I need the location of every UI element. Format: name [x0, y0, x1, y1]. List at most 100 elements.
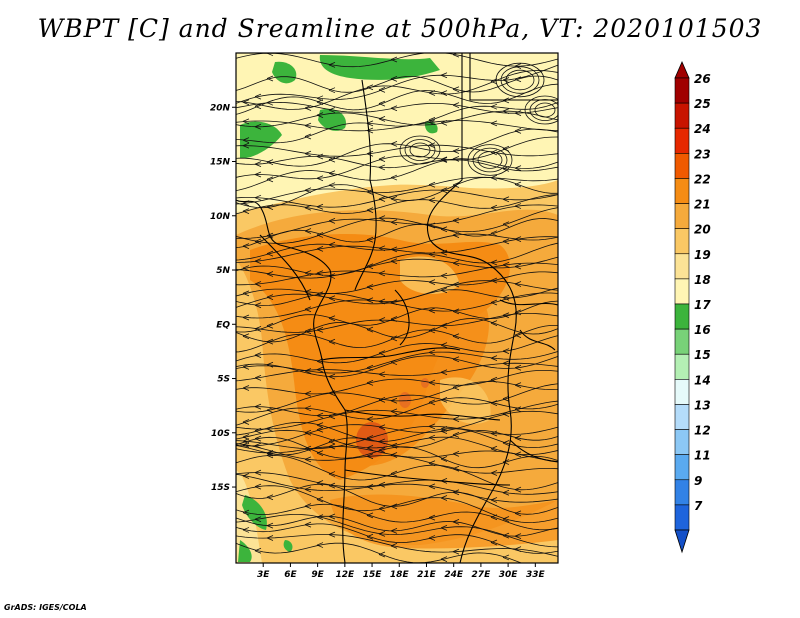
streamline-arrow [378, 245, 386, 252]
lon-tick-label: 27E [472, 570, 492, 580]
wbpt-hotspot [421, 378, 429, 388]
streamline [236, 454, 558, 491]
streamline-arrow [304, 122, 312, 129]
lon-tick-label: 30E [499, 570, 519, 580]
streamline-arrow [328, 156, 336, 163]
streamline-arrow [490, 103, 498, 110]
streamline-arrow [316, 412, 324, 419]
streamline-arrow [390, 219, 398, 226]
streamline-arrow [440, 342, 448, 348]
streamline-arrow [490, 470, 498, 476]
streamline-arrow [428, 119, 436, 126]
streamline [236, 397, 558, 426]
streamline-arrow [304, 486, 312, 493]
lat-tick-label: EQ [216, 320, 230, 330]
lon-tick-label: 3E [257, 570, 270, 580]
streamline-arrow [490, 320, 498, 326]
streamline-arrow [390, 105, 398, 112]
streamline-arrow [328, 513, 336, 520]
streamline [236, 102, 558, 144]
streamline-arrow [490, 355, 498, 362]
streamline [236, 473, 558, 503]
streamline-arrow [428, 222, 436, 229]
streamline [236, 242, 558, 276]
streamline-arrow [242, 434, 250, 440]
streamline-arrow [378, 116, 386, 122]
streamline-arrow [304, 456, 312, 463]
streamline-arrow [242, 208, 250, 214]
streamline-arrow [514, 382, 522, 389]
streamline-arrow [502, 238, 510, 245]
streamline-arrow [328, 182, 336, 189]
streamline-arrow [502, 489, 510, 496]
lat-tick-label: 15N [210, 158, 231, 168]
streamline-arrow [440, 287, 448, 294]
lat-tick-label: 10S [211, 429, 230, 439]
streamline [236, 443, 558, 474]
streamline-arrow [316, 245, 324, 252]
streamline-arrow [316, 112, 324, 118]
lon-tick-label: 6E [284, 570, 297, 580]
streamline-arrow [254, 469, 262, 476]
streamline-arrow [378, 196, 386, 202]
streamline-arrow [390, 335, 398, 342]
latitude-axis: 20N 15N 10N 5N EQ 5S 10S 15S [210, 103, 236, 493]
lat-tick-label: 5S [217, 375, 230, 385]
streamline [236, 313, 558, 333]
colorbar-label: 18 [694, 273, 711, 287]
colorbar-swatch [674, 479, 690, 506]
wbpt-green-patch [272, 61, 297, 84]
streamline-arrow [378, 350, 386, 356]
streamline-arrow [366, 236, 374, 243]
streamline-arrow [428, 181, 436, 188]
streamline-arrow [254, 171, 262, 178]
streamline [236, 189, 558, 208]
streamline-arrow [440, 187, 448, 194]
streamline-arrow [242, 509, 250, 516]
streamline-arrow [254, 103, 262, 110]
colorbar-swatch [674, 77, 690, 104]
colorbar-label: 24 [694, 122, 711, 136]
streamline [236, 436, 558, 469]
streamline-arrow [514, 406, 522, 413]
streamline-arrow [366, 84, 374, 91]
streamline-arrow [490, 497, 498, 503]
streamline-arrow [452, 489, 460, 496]
streamline-arrow [452, 148, 460, 154]
streamline-arrow [452, 548, 460, 555]
streamline-arrow [378, 551, 386, 558]
streamline-arrow [316, 450, 324, 456]
streamline-arrow [502, 348, 510, 354]
streamline-arrow [254, 403, 262, 410]
streamline-arrow [428, 379, 436, 386]
lon-tick-label: 33E [526, 570, 546, 580]
wbpt-band-18-19-north [236, 53, 558, 212]
colorbar-swatch [674, 127, 690, 154]
streamline-arrow [304, 503, 312, 509]
lat-tick-label: 15S [211, 483, 230, 493]
wbpt-lobe [440, 377, 491, 424]
streamline-arrow [316, 366, 324, 373]
streamline-arrow [390, 397, 398, 404]
streamline-arrow [378, 371, 386, 378]
streamline-arrow [316, 426, 324, 433]
streamline-arrow [254, 547, 262, 554]
colorbar-top-arrow [674, 61, 690, 79]
streamline-arrow [502, 221, 510, 228]
streamline-arrow [366, 380, 374, 386]
streamline-arrow [452, 465, 460, 472]
streamline [236, 318, 558, 343]
streamline-arrow [390, 408, 398, 415]
streamline [236, 262, 558, 286]
streamline-arrow [378, 396, 386, 403]
streamline-arrow [366, 416, 374, 422]
streamline-arrow [440, 272, 448, 279]
colorbar-swatch [674, 404, 690, 430]
streamline-arrow [490, 514, 498, 521]
streamline [236, 514, 558, 548]
streamline-arrow [378, 317, 386, 323]
streamline-arrow [514, 332, 522, 339]
streamline [236, 362, 558, 382]
streamline [236, 335, 558, 364]
